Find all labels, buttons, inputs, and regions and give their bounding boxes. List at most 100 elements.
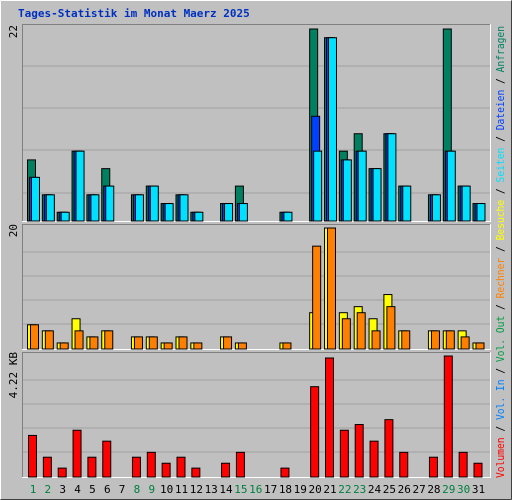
bar bbox=[28, 434, 37, 478]
y-tick-label: 22 bbox=[7, 25, 20, 38]
x-tick-label: 13 bbox=[205, 483, 218, 496]
x-tick-label: 5 bbox=[89, 483, 96, 496]
bar bbox=[399, 451, 409, 478]
x-tick-label: 15 bbox=[234, 483, 247, 496]
legend-separator: / bbox=[494, 362, 507, 379]
bar bbox=[446, 150, 456, 222]
bar bbox=[372, 168, 382, 222]
bar bbox=[282, 342, 292, 350]
bar bbox=[354, 424, 364, 478]
bar bbox=[238, 203, 248, 222]
x-tick-label: 12 bbox=[190, 483, 203, 496]
x-tick-label: 26 bbox=[398, 483, 411, 496]
legend-entry: Dateien bbox=[494, 90, 507, 131]
bar bbox=[445, 330, 455, 350]
bar bbox=[224, 203, 234, 222]
bar bbox=[384, 419, 394, 478]
bar bbox=[342, 159, 352, 222]
bar bbox=[74, 330, 84, 350]
x-tick-label: 7 bbox=[119, 483, 126, 496]
bar bbox=[45, 194, 55, 222]
x-tick-label: 10 bbox=[160, 483, 173, 496]
bar bbox=[223, 336, 233, 350]
x-tick-label: 27 bbox=[412, 483, 425, 496]
panel bbox=[22, 24, 491, 222]
legend-entry: Besuche bbox=[494, 200, 507, 241]
x-tick-label: 9 bbox=[148, 483, 155, 496]
legend-separator: / bbox=[494, 240, 507, 257]
bar bbox=[89, 336, 99, 350]
bar bbox=[163, 342, 173, 350]
bar bbox=[164, 203, 174, 222]
bar bbox=[57, 467, 67, 478]
bar bbox=[179, 194, 189, 222]
bar bbox=[191, 467, 201, 478]
bar bbox=[178, 336, 188, 350]
bar bbox=[387, 133, 397, 222]
bar bbox=[44, 330, 54, 350]
bar bbox=[131, 456, 141, 478]
bar bbox=[312, 245, 322, 350]
bar bbox=[328, 37, 337, 222]
x-tick-label: 4 bbox=[74, 483, 81, 496]
bar bbox=[461, 185, 471, 222]
x-tick-label: 8 bbox=[134, 483, 141, 496]
bar bbox=[75, 150, 85, 222]
bar bbox=[102, 440, 112, 478]
legend-separator: / bbox=[494, 72, 507, 89]
bar bbox=[327, 227, 336, 350]
x-tick-label: 31 bbox=[472, 483, 485, 496]
y-tick-label: 4.22 KB bbox=[7, 352, 20, 399]
bar bbox=[60, 211, 70, 222]
bar bbox=[402, 185, 412, 222]
bar bbox=[59, 342, 69, 350]
x-tick-label: 14 bbox=[219, 483, 233, 496]
bar bbox=[146, 451, 156, 478]
legend-entry: Vol. In bbox=[494, 379, 507, 420]
bar bbox=[221, 462, 231, 478]
legend-entry: Anfragen bbox=[494, 26, 507, 72]
x-tick-label: 1 bbox=[30, 483, 37, 496]
bar bbox=[72, 429, 82, 478]
bar bbox=[357, 150, 367, 222]
x-tick-label: 29 bbox=[442, 483, 455, 496]
bar bbox=[428, 456, 438, 478]
bar bbox=[235, 451, 245, 478]
x-tick-label: 28 bbox=[427, 483, 440, 496]
x-tick-label: 6 bbox=[104, 483, 111, 496]
x-tick-label: 25 bbox=[383, 483, 396, 496]
legend-entry: Seiten bbox=[494, 148, 507, 183]
bar bbox=[369, 440, 379, 478]
bar bbox=[443, 355, 453, 478]
legend-separator: / bbox=[494, 182, 507, 199]
panel bbox=[22, 224, 491, 350]
bar bbox=[105, 185, 115, 222]
x-tick-label: 3 bbox=[59, 483, 66, 496]
bar bbox=[90, 194, 100, 222]
legend-separator: / bbox=[494, 130, 507, 147]
bar bbox=[460, 336, 470, 350]
bar bbox=[31, 176, 40, 222]
bar bbox=[473, 462, 483, 478]
bar bbox=[30, 324, 39, 350]
bar bbox=[161, 462, 171, 478]
bar bbox=[280, 467, 290, 478]
bar bbox=[133, 336, 143, 350]
bar bbox=[325, 357, 334, 478]
chart-title: Tages-Statistik im Monat Maerz 2025 bbox=[18, 7, 250, 20]
bar bbox=[134, 194, 144, 222]
bar bbox=[386, 306, 396, 350]
x-tick-label: 30 bbox=[457, 483, 470, 496]
bar bbox=[356, 312, 366, 350]
x-tick-label: 22 bbox=[338, 483, 351, 496]
bar bbox=[149, 185, 159, 222]
x-tick-label: 16 bbox=[249, 483, 262, 496]
bar bbox=[339, 429, 349, 478]
panel bbox=[22, 352, 491, 478]
bar bbox=[148, 336, 158, 350]
bar bbox=[193, 342, 203, 350]
legend-entry: Rechner bbox=[494, 257, 507, 298]
y-tick-label: 20 bbox=[7, 224, 20, 237]
x-tick-label: 17 bbox=[264, 483, 277, 496]
x-tick-label: 18 bbox=[279, 483, 292, 496]
